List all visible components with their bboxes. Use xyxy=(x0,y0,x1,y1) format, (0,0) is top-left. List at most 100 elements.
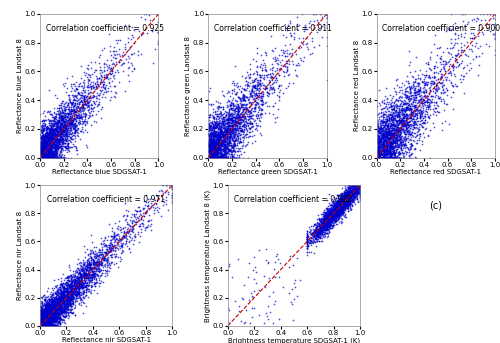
Point xyxy=(76,274,84,279)
Point xyxy=(66,272,74,277)
Point xyxy=(68,100,76,106)
Point xyxy=(42,308,50,314)
Point xyxy=(46,304,54,309)
Point xyxy=(322,222,330,228)
Point xyxy=(46,305,54,311)
Point xyxy=(315,222,323,227)
Point xyxy=(380,155,388,161)
Point xyxy=(374,134,382,139)
Point xyxy=(44,323,52,329)
Point xyxy=(48,317,56,322)
Point xyxy=(66,284,74,289)
Point xyxy=(328,208,336,214)
Point xyxy=(210,137,218,142)
Point xyxy=(90,269,98,274)
Point xyxy=(424,101,432,107)
Point xyxy=(40,155,48,161)
Point xyxy=(223,141,231,146)
Point xyxy=(55,296,63,301)
Point xyxy=(439,62,447,67)
Point xyxy=(230,142,238,148)
Point xyxy=(40,313,48,319)
Point xyxy=(70,106,78,111)
Point xyxy=(240,106,248,111)
Point xyxy=(46,321,54,326)
Point xyxy=(226,139,234,144)
Point xyxy=(48,132,56,138)
Point xyxy=(168,182,176,188)
Point xyxy=(48,142,56,147)
Point xyxy=(45,134,53,140)
Point xyxy=(40,152,48,158)
Point xyxy=(65,297,73,302)
Point xyxy=(204,155,212,161)
Point xyxy=(38,155,46,161)
Point xyxy=(335,212,343,218)
Point xyxy=(54,153,62,158)
Point xyxy=(386,155,394,161)
Point xyxy=(52,305,60,311)
Point xyxy=(38,323,46,329)
Point xyxy=(452,53,460,58)
Point xyxy=(222,112,230,118)
Point xyxy=(49,132,57,138)
Point xyxy=(344,191,351,197)
Point xyxy=(326,211,334,216)
Point xyxy=(50,138,58,143)
Point xyxy=(45,147,53,153)
Point xyxy=(347,194,355,200)
Point xyxy=(436,68,444,73)
Point xyxy=(40,323,48,329)
Point xyxy=(88,92,96,97)
Point xyxy=(46,126,54,132)
Point xyxy=(90,273,98,279)
Point xyxy=(50,155,58,161)
Point xyxy=(206,155,214,161)
Point xyxy=(404,104,411,109)
Point xyxy=(232,155,239,161)
Point xyxy=(64,311,72,317)
Point xyxy=(37,155,45,161)
Point xyxy=(46,155,54,161)
Point xyxy=(332,217,340,222)
Point xyxy=(62,286,70,292)
Point xyxy=(74,97,82,103)
Point xyxy=(424,98,432,103)
Point xyxy=(233,90,241,95)
Point xyxy=(418,97,426,103)
Point xyxy=(50,307,58,313)
Point xyxy=(350,194,358,199)
Point xyxy=(372,155,380,161)
Point xyxy=(408,137,416,143)
Point xyxy=(36,135,44,141)
Point xyxy=(92,250,100,256)
Point xyxy=(224,117,232,123)
Point xyxy=(38,147,46,152)
Point xyxy=(224,119,232,125)
Point xyxy=(68,108,76,114)
Point xyxy=(38,155,46,161)
Point xyxy=(66,291,74,296)
Point xyxy=(66,119,74,125)
Point xyxy=(393,113,401,118)
Point xyxy=(63,134,71,140)
Point xyxy=(70,117,78,123)
Point xyxy=(66,289,74,295)
Point xyxy=(333,197,341,203)
Point xyxy=(126,223,134,228)
Point xyxy=(333,204,341,210)
Point xyxy=(46,141,54,146)
Point xyxy=(376,155,384,161)
Point xyxy=(253,64,261,70)
Point xyxy=(312,230,320,236)
Point xyxy=(54,323,62,329)
Point xyxy=(399,125,407,131)
Point xyxy=(42,155,50,161)
Point xyxy=(39,293,47,298)
Point xyxy=(58,282,66,287)
Point xyxy=(322,219,330,224)
Point xyxy=(136,28,143,34)
Point xyxy=(374,155,382,161)
Point xyxy=(266,71,274,77)
Point xyxy=(412,129,420,134)
